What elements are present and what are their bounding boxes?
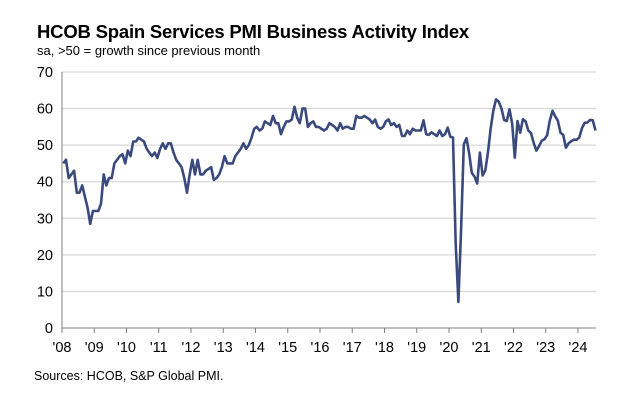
- y-tick-label: 30: [37, 211, 53, 227]
- chart-title: HCOB Spain Services PMI Business Activit…: [37, 21, 470, 42]
- y-tick-label: 40: [37, 175, 53, 191]
- x-tick-label: '13: [214, 340, 233, 356]
- x-tick-label: '12: [182, 340, 201, 356]
- x-tick-label: '23: [536, 340, 555, 356]
- y-tick-label: 10: [37, 284, 53, 300]
- x-tick-label: '18: [375, 340, 394, 356]
- source-note: Sources: HCOB, S&P Global PMI.: [34, 369, 224, 383]
- x-tick-label: '19: [407, 340, 426, 356]
- series-line: [62, 98, 597, 304]
- x-tick-label: '17: [343, 340, 362, 356]
- x-tick-label: '11: [150, 340, 168, 356]
- x-tick-label: '10: [117, 340, 136, 356]
- x-tick-label: '24: [569, 340, 588, 356]
- x-tick-label: '08: [53, 340, 72, 356]
- y-tick-label: 50: [37, 138, 53, 154]
- x-tick-label: '09: [85, 340, 104, 356]
- y-tick-label: 70: [37, 65, 53, 81]
- chart-subtitle: sa, >50 = growth since previous month: [37, 43, 261, 58]
- x-tick-label: '22: [504, 340, 523, 356]
- y-tick-label: 20: [37, 248, 53, 264]
- x-tick-label: '21: [472, 340, 491, 356]
- x-tick-label: '14: [246, 340, 265, 356]
- x-tick-label: '20: [440, 340, 459, 356]
- y-tick-label: 0: [45, 321, 53, 337]
- x-tick-label: '15: [278, 340, 297, 356]
- x-tick-label: '16: [311, 340, 330, 356]
- y-tick-label: 60: [37, 102, 53, 118]
